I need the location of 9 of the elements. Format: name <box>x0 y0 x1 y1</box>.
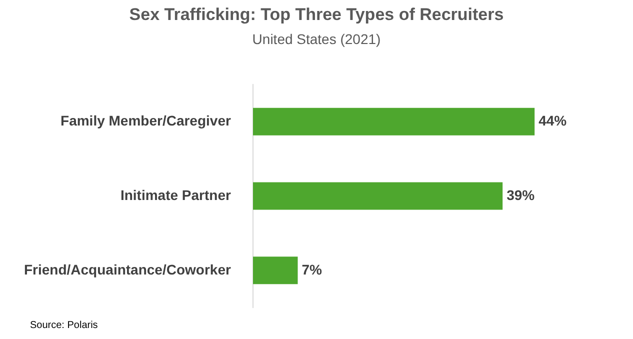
y-tick-label: Initimate Partner <box>120 186 232 203</box>
data-label: 44% <box>538 112 568 128</box>
y-tick-label: Family Member/Caregiver <box>60 112 232 128</box>
y-tick-label: Friend/Acquaintance/Coworker <box>24 261 232 278</box>
data-label: 39% <box>506 186 536 203</box>
chart-title: Sex Trafficking: Top Three Types of Recruiters <box>128 5 505 25</box>
data-label: 7% <box>302 261 323 278</box>
chart-subtitle: United States (2021) <box>251 31 382 47</box>
source-note: Source: Polaris <box>30 320 98 331</box>
